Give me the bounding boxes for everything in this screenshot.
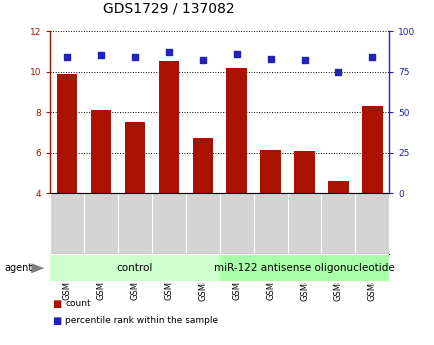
Text: ■: ■	[52, 316, 61, 326]
Point	[131, 54, 138, 60]
Text: miR-122 antisense oligonucleotide: miR-122 antisense oligonucleotide	[214, 263, 394, 273]
Bar	[91, 110, 111, 193]
Polygon shape	[31, 263, 44, 273]
Point	[368, 54, 375, 60]
Text: control: control	[116, 263, 153, 273]
Point	[63, 54, 70, 60]
Bar	[226, 68, 246, 193]
Bar	[192, 138, 212, 193]
Bar	[125, 122, 145, 193]
Point	[165, 49, 172, 55]
Bar	[294, 151, 314, 193]
Text: percentile rank within the sample: percentile rank within the sample	[65, 316, 218, 325]
Text: GDS1729 / 137082: GDS1729 / 137082	[103, 1, 234, 16]
Bar	[57, 73, 77, 193]
Text: agent: agent	[4, 263, 33, 273]
Point	[199, 58, 206, 63]
Point	[300, 58, 307, 63]
Point	[266, 56, 273, 61]
Bar	[260, 150, 280, 193]
Point	[334, 69, 341, 74]
Bar	[328, 181, 348, 193]
Bar	[158, 61, 178, 193]
Bar	[50, 255, 219, 282]
Text: count: count	[65, 299, 91, 308]
Bar	[362, 106, 381, 193]
Point	[233, 51, 240, 57]
Bar	[219, 255, 388, 282]
Point	[97, 52, 104, 58]
Text: ■: ■	[52, 299, 61, 308]
